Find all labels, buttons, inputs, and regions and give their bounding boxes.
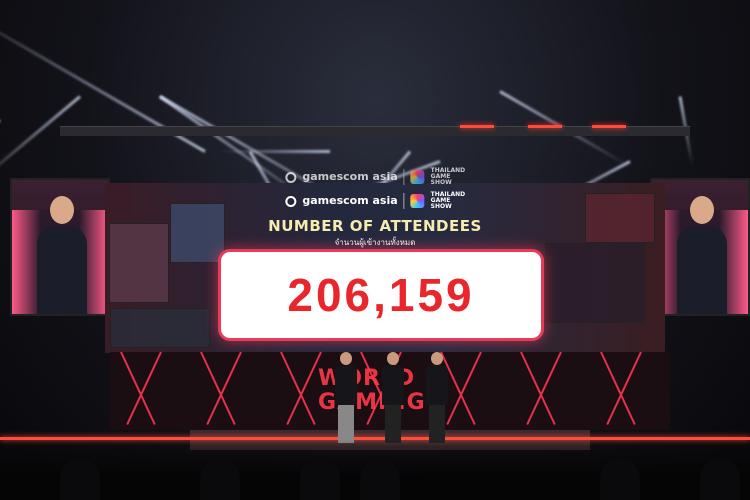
attendee-counter: 206,159 [218, 249, 544, 341]
thailand-game-show-logo-icon [410, 170, 425, 184]
right-side-screen [650, 178, 750, 316]
light-beam [0, 94, 1, 123]
truss-light [460, 125, 494, 128]
light-beam [0, 95, 81, 188]
audience [0, 440, 750, 500]
brand-tgs: THAILAND GAME SHOW [430, 191, 466, 210]
presenter [335, 352, 357, 443]
screen-subtitle: จำนวนผู้เข้างานทั้งหมด [334, 238, 416, 247]
brand-gamescom: gamescom asia [302, 170, 398, 183]
thailand-game-show-logo-icon [410, 194, 425, 208]
gamescom-logo-icon [285, 195, 297, 207]
light-beam [220, 150, 330, 153]
left-side-screen [10, 178, 110, 316]
brand-logos: gamescom asia THAILAND GAME SHOW [285, 191, 466, 210]
truss-light [592, 125, 626, 128]
brand-gamescom: gamescom asia [302, 194, 398, 207]
truss-light [528, 125, 562, 128]
attendee-count: 206,159 [287, 269, 475, 321]
gamescom-logo-icon [285, 171, 297, 183]
brand-tgs: THAILAND GAME SHOW [430, 167, 466, 186]
presenter [382, 352, 404, 443]
stage-edge-light [0, 437, 750, 440]
brand-logos-top: gamescom asia THAILAND GAME SHOW [285, 167, 466, 186]
lighting-truss [60, 126, 690, 136]
screen-title: NUMBER OF ATTENDEES [268, 217, 482, 235]
presenter [426, 352, 448, 443]
